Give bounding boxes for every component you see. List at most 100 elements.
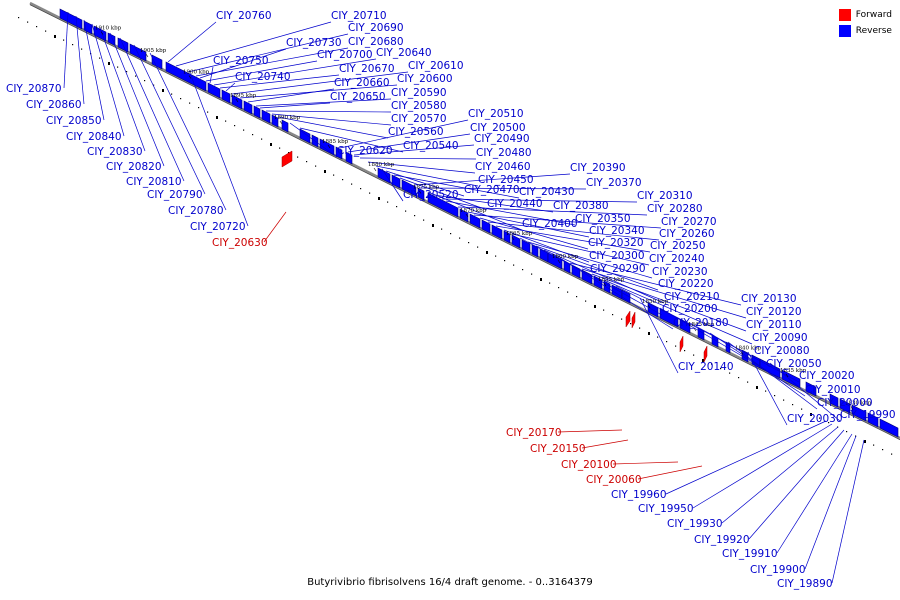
leader-line [727, 341, 818, 410]
tick-mark [418, 190, 422, 194]
leader-line [665, 420, 827, 495]
tick-mark [279, 120, 283, 125]
leader-line [721, 426, 839, 524]
ruler-dot [558, 287, 560, 289]
ruler-dot [351, 183, 353, 185]
gene-label: CIY_20780 [168, 205, 224, 217]
leader-line [209, 66, 214, 84]
gene-label: CIY_20350 [575, 213, 631, 225]
reverse-gene [391, 174, 401, 189]
gene-label: CIY_20820 [106, 161, 162, 173]
gene-label: CIY_19890 [777, 578, 833, 590]
reverse-gene [271, 114, 279, 128]
forward-gene [679, 335, 684, 353]
tick-label: 1870 kbp [460, 208, 487, 214]
gene-label: CIY_20570 [391, 113, 447, 125]
leader-line-forward [557, 429, 623, 433]
ruler-dot [576, 296, 578, 298]
leader-line [219, 74, 340, 89]
leader-line [747, 351, 788, 426]
gene-label-forward: CIY_20060 [586, 474, 642, 486]
leader-line [659, 307, 767, 371]
ruler-dot [666, 341, 668, 343]
ruler-dot [675, 345, 677, 347]
reverse-gene [261, 109, 271, 124]
leader-line [189, 72, 249, 227]
ruler-dot [180, 98, 182, 100]
ruler-dot [522, 269, 524, 271]
forward-gene [281, 150, 293, 168]
ruler-dot [846, 431, 848, 433]
gene-label: CIY_20340 [589, 225, 645, 237]
ruler-dot [72, 44, 74, 46]
leader-line [569, 262, 742, 306]
gene-label: CIY_20690 [348, 22, 404, 34]
gene-label-forward: CIY_20630 [212, 237, 268, 249]
gene-label: CIY_20020 [799, 370, 855, 382]
ruler-dot [225, 120, 227, 122]
tick-mark [188, 75, 192, 79]
reverse-gene [207, 82, 221, 99]
gene-label: CIY_20660 [334, 77, 390, 89]
ruler-dot [882, 449, 884, 451]
leader-line [213, 58, 377, 86]
ruler-dot [171, 93, 173, 95]
leader-line [581, 268, 747, 319]
reverse-gene [299, 128, 311, 144]
gene-label: CIY_20210 [664, 291, 720, 303]
reverse-gene [521, 239, 531, 254]
gene-label: CIY_20520 [403, 189, 459, 201]
leader-line [804, 435, 857, 570]
ruler-dot [360, 188, 362, 190]
ruler-dot [306, 161, 308, 163]
ruler-dot [99, 57, 101, 59]
gene-label: CIY_20510 [468, 108, 524, 120]
leader-line [175, 21, 332, 67]
reverse-gene [253, 105, 261, 119]
reverse-gene [345, 151, 353, 165]
gene-label: CIY_20810 [126, 176, 182, 188]
gene-label: CIY_20080 [754, 345, 810, 357]
leader-line [487, 221, 660, 241]
ruler-dot [486, 251, 488, 254]
leader-line [63, 11, 69, 89]
tick-mark [693, 327, 697, 332]
gene-label: CIY_20740 [235, 71, 291, 83]
ruler-dot [414, 215, 416, 217]
forward-gene [625, 310, 631, 328]
ruler-dot [513, 264, 515, 266]
ruler-dot [288, 152, 290, 154]
ruler-dot [657, 336, 659, 338]
gene-label: CIY_20090 [752, 332, 808, 344]
ruler-dot [801, 408, 803, 410]
gene-label: CIY_20720 [190, 221, 246, 233]
tick-mark [145, 53, 149, 58]
ruler-dot [369, 192, 371, 194]
ruler-dot [873, 444, 875, 446]
ruler-dot [765, 390, 767, 392]
tick-mark [465, 213, 469, 218]
ruler-dot [495, 255, 497, 257]
leader-line [255, 98, 392, 107]
ruler-dot [216, 116, 218, 119]
leader-line [133, 44, 206, 195]
ruler-dot [819, 417, 821, 419]
tick-label: 1855 kbp [598, 277, 625, 283]
leader-line [99, 27, 146, 152]
ruler-dot [198, 107, 200, 109]
leader-line [289, 122, 338, 158]
leader-line-forward [263, 211, 287, 243]
ruler-dot [126, 71, 128, 73]
reverse-gene [243, 100, 253, 115]
leader-line [109, 32, 165, 167]
leader-line [195, 47, 349, 77]
tick-mark [100, 31, 104, 35]
leader-line-forward [612, 461, 679, 465]
tick-label: 1880 kbp [368, 162, 395, 168]
ruler-dot [162, 89, 164, 92]
ruler-dot [405, 210, 407, 212]
leader-line [381, 168, 404, 202]
gene-label: CIY_20610 [408, 60, 464, 72]
gene-label: CIY_20200 [662, 303, 718, 315]
leader-line [259, 102, 331, 109]
